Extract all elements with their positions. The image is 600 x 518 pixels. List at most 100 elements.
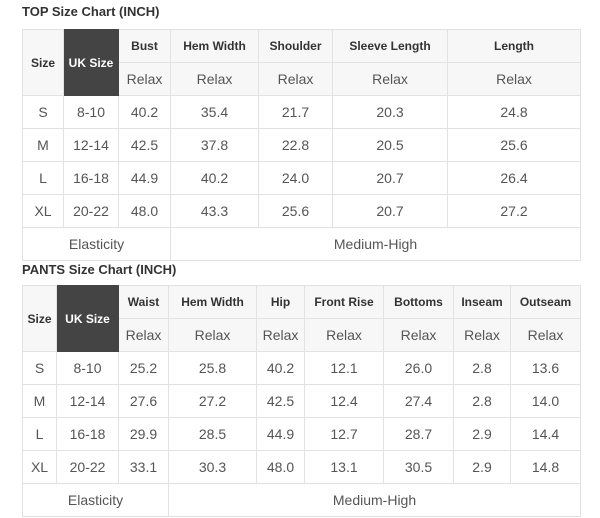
column-header: Bottoms bbox=[383, 285, 454, 319]
column-header: Hem Width bbox=[170, 29, 259, 63]
uk-size-header: UK Size bbox=[63, 29, 119, 96]
fit-label: Relax bbox=[332, 62, 448, 96]
value-cell: 26.4 bbox=[447, 161, 581, 195]
value-cell: 40.2 bbox=[256, 351, 305, 385]
pants-size-table: Size UK Size Waist Hem Width Hip Front Rise Bo… bbox=[22, 285, 581, 517]
table-row: L 16-18 44.9 40.2 24.0 20.7 26.4 bbox=[22, 161, 581, 195]
uk-size-cell: 8-10 bbox=[63, 95, 119, 129]
table-row: M 12-14 42.5 37.8 22.8 20.5 25.6 bbox=[22, 128, 581, 162]
uk-size-cell: 16-18 bbox=[63, 161, 119, 195]
value-cell: 12.7 bbox=[304, 417, 384, 451]
value-cell: 22.8 bbox=[258, 128, 333, 162]
uk-size-cell: 20-22 bbox=[56, 450, 119, 484]
fit-label: Relax bbox=[118, 318, 169, 352]
column-header: Hem Width bbox=[168, 285, 257, 319]
value-cell: 24.0 bbox=[258, 161, 333, 195]
size-cell: XL bbox=[22, 450, 57, 484]
column-header: Shoulder bbox=[258, 29, 333, 63]
value-cell: 14.8 bbox=[510, 450, 581, 484]
fit-label: Relax bbox=[170, 62, 259, 96]
table-row: XL 20-22 33.1 30.3 48.0 13.1 30.5 2.9 14.8 bbox=[22, 450, 581, 484]
value-cell: 48.0 bbox=[118, 194, 171, 228]
value-cell: 20.7 bbox=[332, 194, 448, 228]
uk-size-cell: 16-18 bbox=[56, 417, 119, 451]
value-cell: 13.6 bbox=[510, 351, 581, 385]
value-cell: 12.4 bbox=[304, 384, 384, 418]
fit-label: Relax bbox=[447, 62, 581, 96]
value-cell: 42.5 bbox=[256, 384, 305, 418]
value-cell: 2.8 bbox=[453, 384, 511, 418]
value-cell: 12.1 bbox=[304, 351, 384, 385]
size-cell: S bbox=[22, 351, 57, 385]
size-cell: L bbox=[22, 161, 64, 195]
value-cell: 21.7 bbox=[258, 95, 333, 129]
fit-label: Relax bbox=[510, 318, 581, 352]
value-cell: 27.4 bbox=[383, 384, 454, 418]
size-header: Size bbox=[22, 29, 64, 96]
value-cell: 20.5 bbox=[332, 128, 448, 162]
table-row: M 12-14 27.6 27.2 42.5 12.4 27.4 2.8 14.0 bbox=[22, 384, 581, 418]
uk-size-cell: 12-14 bbox=[56, 384, 119, 418]
value-cell: 40.2 bbox=[118, 95, 171, 129]
uk-size-header: UK Size bbox=[56, 285, 119, 352]
value-cell: 2.9 bbox=[453, 417, 511, 451]
value-cell: 29.9 bbox=[118, 417, 169, 451]
column-header: Sleeve Length bbox=[332, 29, 448, 63]
value-cell: 42.5 bbox=[118, 128, 171, 162]
pants-chart-title: PANTS Size Chart (INCH) bbox=[22, 262, 177, 277]
value-cell: 20.3 bbox=[332, 95, 448, 129]
column-header: Front Rise bbox=[304, 285, 384, 319]
table-row: S 8-10 40.2 35.4 21.7 20.3 24.8 bbox=[22, 95, 581, 129]
elasticity-label: Elasticity bbox=[22, 483, 169, 517]
value-cell: 28.5 bbox=[168, 417, 257, 451]
column-header: Outseam bbox=[510, 285, 581, 319]
value-cell: 20.7 bbox=[332, 161, 448, 195]
value-cell: 14.4 bbox=[510, 417, 581, 451]
value-cell: 40.2 bbox=[170, 161, 259, 195]
size-cell: XL bbox=[22, 194, 64, 228]
value-cell: 48.0 bbox=[256, 450, 305, 484]
value-cell: 35.4 bbox=[170, 95, 259, 129]
value-cell: 25.6 bbox=[447, 128, 581, 162]
header-row: Size UK Size Waist Hem Width Hip Front Rise Bo… bbox=[22, 285, 581, 352]
size-cell: M bbox=[22, 384, 57, 418]
value-cell: 30.3 bbox=[168, 450, 257, 484]
value-cell: 25.2 bbox=[118, 351, 169, 385]
elasticity-row: Elasticity Medium-High bbox=[22, 227, 581, 261]
column-header: Length bbox=[447, 29, 581, 63]
header-row: Size UK Size Bust Hem Width Shoulder Sleeve L… bbox=[22, 29, 581, 96]
size-cell: L bbox=[22, 417, 57, 451]
value-cell: 26.0 bbox=[383, 351, 454, 385]
column-header: Waist bbox=[118, 285, 169, 319]
fit-label: Relax bbox=[304, 318, 384, 352]
top-chart-title: TOP Size Chart (INCH) bbox=[22, 4, 160, 19]
value-cell: 44.9 bbox=[118, 161, 171, 195]
value-cell: 43.3 bbox=[170, 194, 259, 228]
value-cell: 27.2 bbox=[447, 194, 581, 228]
value-cell: 27.2 bbox=[168, 384, 257, 418]
fit-label: Relax bbox=[256, 318, 305, 352]
value-cell: 13.1 bbox=[304, 450, 384, 484]
subheader-row: Relax Relax Relax Relax Relax Relax Relax bbox=[23, 318, 581, 352]
value-cell: 33.1 bbox=[118, 450, 169, 484]
fit-label: Relax bbox=[383, 318, 454, 352]
value-cell: 25.8 bbox=[168, 351, 257, 385]
value-cell: 2.9 bbox=[453, 450, 511, 484]
table-row: S 8-10 25.2 25.8 40.2 12.1 26.0 2.8 13.6 bbox=[22, 351, 581, 385]
uk-size-cell: 8-10 bbox=[56, 351, 119, 385]
column-header: Bust bbox=[118, 29, 171, 63]
value-cell: 44.9 bbox=[256, 417, 305, 451]
value-cell: 30.5 bbox=[383, 450, 454, 484]
value-cell: 14.0 bbox=[510, 384, 581, 418]
subheader-row: Relax Relax Relax Relax Relax bbox=[23, 62, 581, 96]
uk-size-cell: 20-22 bbox=[63, 194, 119, 228]
elasticity-row: Elasticity Medium-High bbox=[22, 483, 581, 517]
top-size-table: Size UK Size Bust Hem Width Shoulder Sleeve L… bbox=[22, 29, 581, 261]
fit-label: Relax bbox=[453, 318, 511, 352]
value-cell: 24.8 bbox=[447, 95, 581, 129]
size-cell: S bbox=[22, 95, 64, 129]
elasticity-label: Elasticity bbox=[22, 227, 171, 261]
value-cell: 37.8 bbox=[170, 128, 259, 162]
uk-size-cell: 12-14 bbox=[63, 128, 119, 162]
value-cell: 25.6 bbox=[258, 194, 333, 228]
